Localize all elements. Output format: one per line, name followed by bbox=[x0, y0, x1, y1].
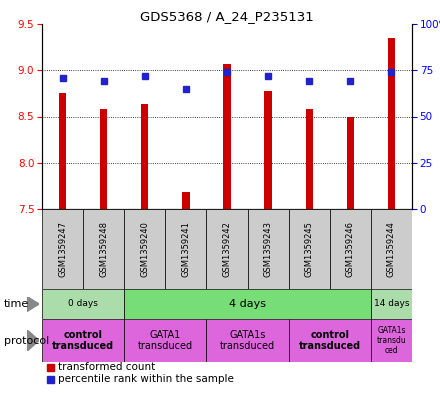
Text: GSM1359243: GSM1359243 bbox=[264, 221, 273, 277]
Text: control
transduced: control transduced bbox=[52, 330, 114, 351]
Bar bbox=[47, 364, 54, 371]
Bar bbox=[371, 289, 412, 319]
Text: percentile rank within the sample: percentile rank within the sample bbox=[58, 375, 234, 384]
Bar bbox=[83, 209, 124, 289]
Text: control
transduced: control transduced bbox=[299, 330, 361, 351]
Bar bbox=[264, 91, 272, 209]
Bar bbox=[100, 109, 107, 209]
Text: GATA1s
transduced: GATA1s transduced bbox=[220, 330, 275, 351]
Text: GSM1359241: GSM1359241 bbox=[181, 221, 191, 277]
Bar bbox=[347, 116, 354, 209]
Bar bbox=[165, 209, 206, 289]
Text: 0 days: 0 days bbox=[68, 299, 98, 309]
Text: GSM1359245: GSM1359245 bbox=[305, 221, 314, 277]
Text: GSM1359240: GSM1359240 bbox=[140, 221, 149, 277]
Text: time: time bbox=[4, 299, 29, 309]
Bar bbox=[42, 289, 124, 319]
Bar bbox=[124, 319, 206, 362]
Text: 4 days: 4 days bbox=[229, 299, 266, 309]
Bar bbox=[47, 376, 54, 383]
Bar bbox=[206, 319, 289, 362]
Text: transformed count: transformed count bbox=[58, 362, 155, 373]
Text: GSM1359248: GSM1359248 bbox=[99, 221, 108, 277]
Bar bbox=[248, 209, 289, 289]
Bar bbox=[371, 209, 412, 289]
Text: GATA1s
transdu
ced: GATA1s transdu ced bbox=[377, 326, 406, 355]
Text: GSM1359246: GSM1359246 bbox=[346, 221, 355, 277]
Bar bbox=[289, 209, 330, 289]
Text: protocol: protocol bbox=[4, 336, 49, 345]
Bar bbox=[206, 209, 248, 289]
Bar bbox=[124, 289, 371, 319]
Title: GDS5368 / A_24_P235131: GDS5368 / A_24_P235131 bbox=[140, 10, 314, 23]
Bar bbox=[42, 209, 83, 289]
Bar bbox=[388, 38, 395, 209]
Bar bbox=[141, 105, 148, 209]
Bar bbox=[59, 94, 66, 209]
Bar bbox=[371, 319, 412, 362]
Bar bbox=[224, 64, 231, 209]
Bar bbox=[124, 209, 165, 289]
Text: GATA1
transduced: GATA1 transduced bbox=[138, 330, 193, 351]
Polygon shape bbox=[27, 330, 39, 351]
Bar bbox=[305, 109, 313, 209]
Text: 14 days: 14 days bbox=[374, 299, 409, 309]
Text: GSM1359242: GSM1359242 bbox=[223, 221, 231, 277]
Polygon shape bbox=[27, 296, 39, 312]
Bar bbox=[330, 209, 371, 289]
Bar bbox=[289, 319, 371, 362]
Bar bbox=[42, 319, 124, 362]
Text: GSM1359244: GSM1359244 bbox=[387, 221, 396, 277]
Text: GSM1359247: GSM1359247 bbox=[58, 221, 67, 277]
Bar bbox=[182, 192, 190, 209]
